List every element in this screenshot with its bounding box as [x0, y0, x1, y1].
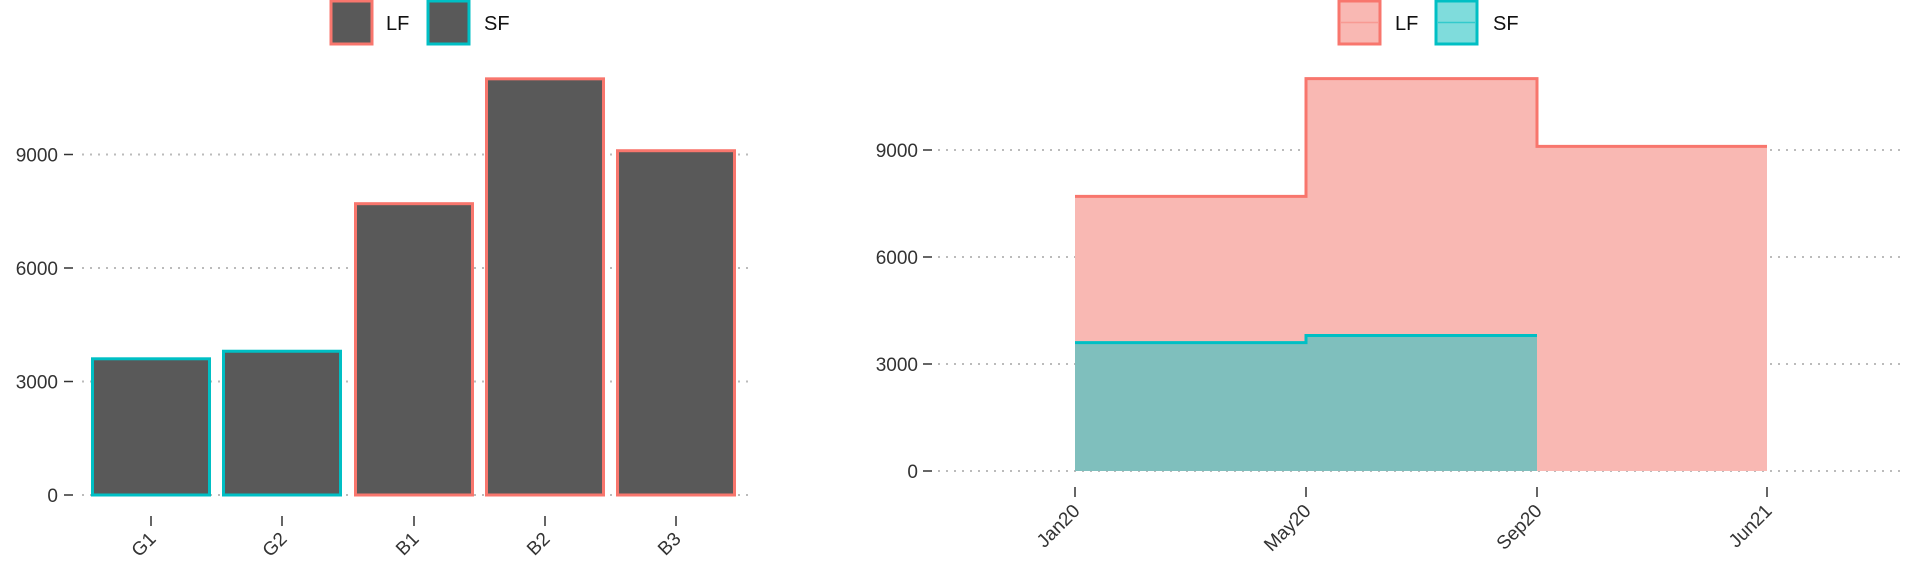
step-area-chart: 0 3000 6000 9000 Jan20 May20 Sep20 Jun21 — [876, 77, 1904, 556]
y-tick-label: 3000 — [16, 373, 58, 394]
bar-chart-legend: LF SF — [329, 0, 510, 46]
x-tick-label: May20 — [1260, 501, 1315, 556]
legend-label-lf: LF — [1395, 13, 1418, 35]
area-chart-legend: LF SF — [1337, 0, 1519, 46]
x-tick-label: G1 — [128, 529, 161, 562]
y-tick-label: 6000 — [16, 259, 58, 280]
x-tick-label: Jan20 — [1033, 501, 1084, 552]
legend-key-lf — [1337, 0, 1382, 46]
y-tick-label: 9000 — [16, 146, 58, 167]
legend-key-lf — [329, 0, 374, 46]
x-tick-label: Jun21 — [1725, 501, 1776, 552]
legend-key-sf — [426, 0, 471, 46]
x-tick-label: B1 — [392, 529, 423, 560]
bar — [222, 349, 342, 497]
bar — [616, 149, 736, 497]
line-sf — [1075, 333, 1537, 345]
legend-label-sf: SF — [1493, 13, 1519, 35]
y-tick-label: 3000 — [876, 355, 918, 376]
bar — [485, 77, 605, 497]
x-tick-label: B3 — [654, 529, 685, 560]
legend-label-sf: SF — [484, 13, 510, 35]
bar — [91, 357, 211, 497]
x-tick-label: G2 — [259, 529, 292, 562]
y-tick-label: 0 — [907, 462, 918, 483]
y-tick-label: 0 — [47, 486, 58, 507]
line-lf — [1075, 77, 1767, 198]
x-tick-label: Sep20 — [1493, 501, 1547, 555]
y-tick-label: 6000 — [876, 248, 918, 269]
y-tick-label: 9000 — [876, 141, 918, 162]
x-tick-label: B2 — [523, 529, 554, 560]
legend-label-lf: LF — [386, 13, 409, 35]
area-sf — [1075, 335, 1537, 471]
bar — [354, 202, 474, 497]
bar-chart: 0 3000 6000 9000 G1 G2 B1 B2 B3 — [16, 77, 748, 562]
